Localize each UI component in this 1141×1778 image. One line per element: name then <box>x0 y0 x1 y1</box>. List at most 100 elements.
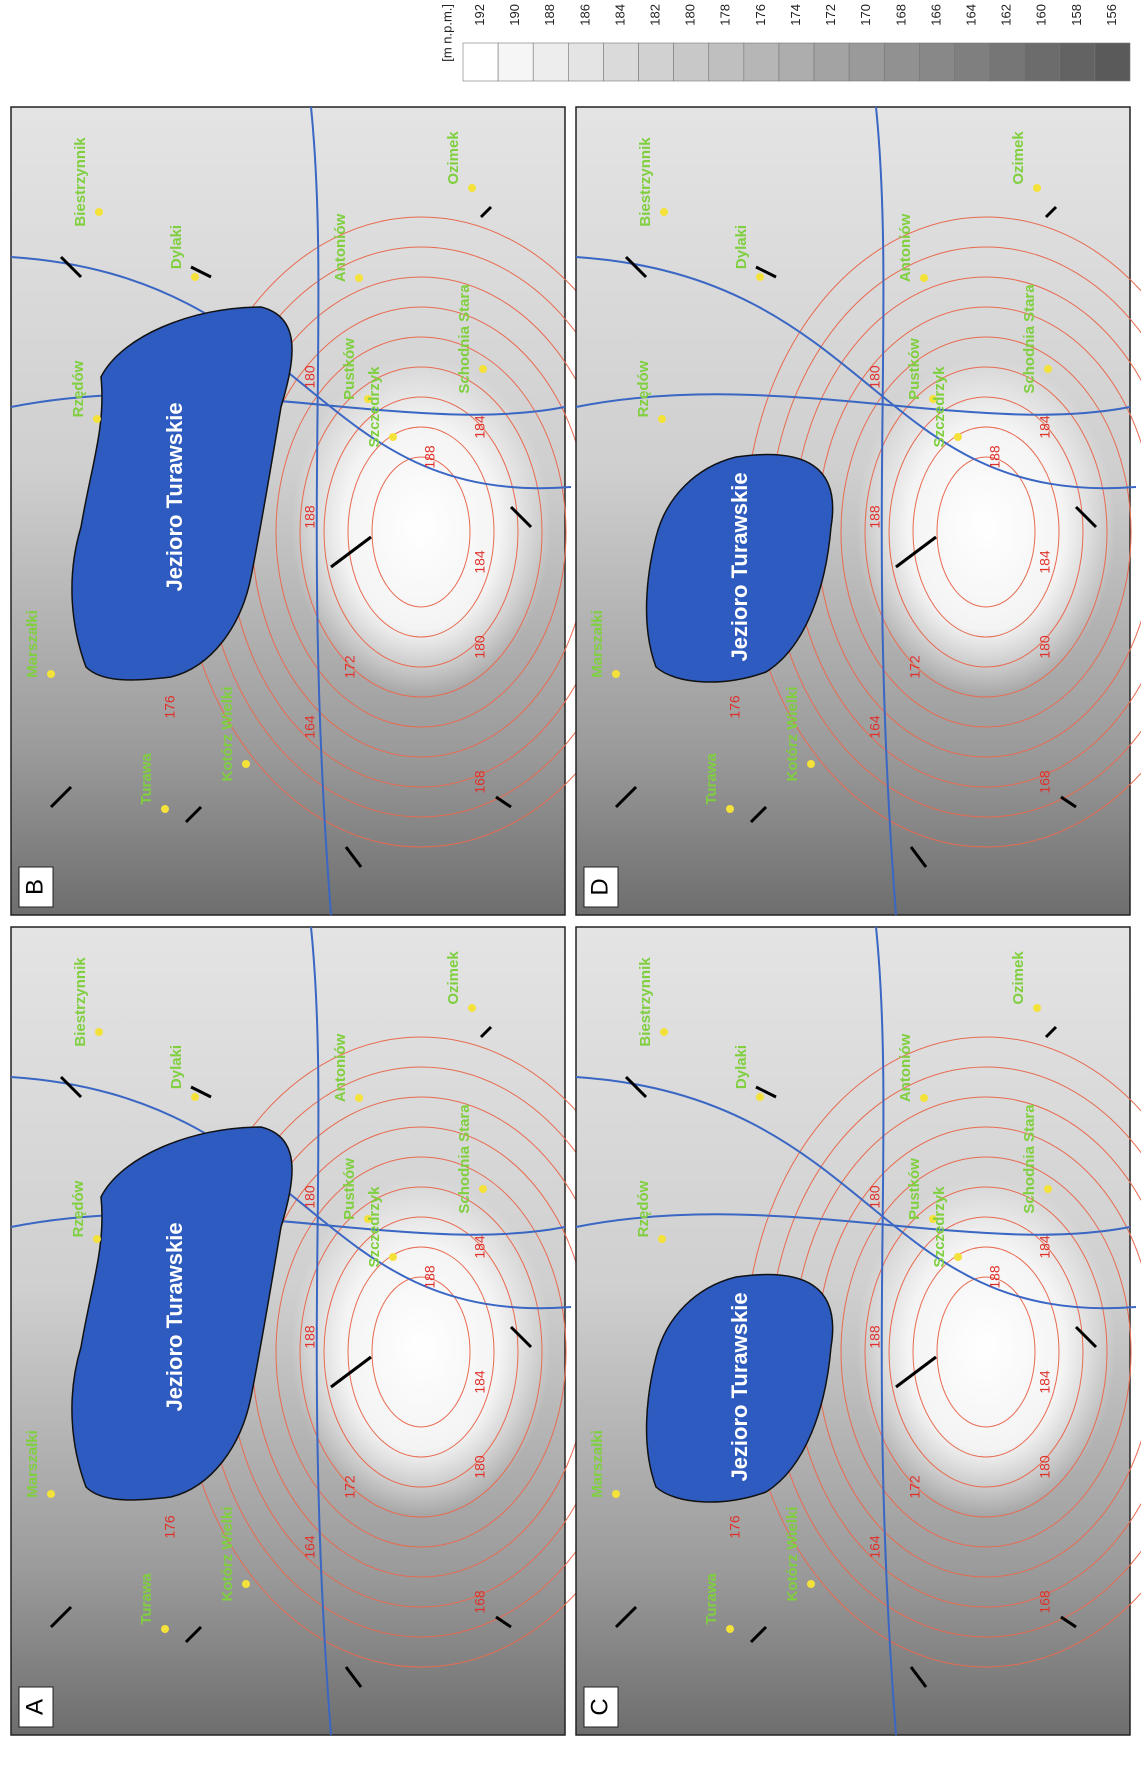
panel-label: D <box>586 878 613 895</box>
legend-cell <box>884 43 919 81</box>
contour-label: 168 <box>472 1590 488 1614</box>
place-name: Kotórz Wielki <box>784 687 801 782</box>
legend-cell <box>603 43 638 81</box>
well <box>161 805 169 813</box>
legend-cell <box>463 43 498 81</box>
contour-label: 176 <box>727 695 743 719</box>
well <box>1044 1185 1052 1193</box>
legend-cell <box>498 43 533 81</box>
contour-label: 172 <box>342 655 358 679</box>
place-name: Kotórz Wielki <box>784 1507 801 1602</box>
contour-label: 180 <box>472 1455 488 1479</box>
lake-name: Jezioro Turawskie <box>162 1222 187 1411</box>
well <box>1044 365 1052 373</box>
legend-label: 182 <box>648 4 663 26</box>
contour-label: 184 <box>472 1235 488 1259</box>
high-zone <box>291 357 551 697</box>
place-name: Turawa <box>138 753 155 805</box>
place-name: Pustków <box>906 1158 923 1220</box>
place-name: Pustków <box>341 1158 358 1220</box>
contour-label: 184 <box>472 550 488 574</box>
figure: [m n.p.m.]192190188186184182180178176174… <box>0 0 1141 1778</box>
place-name: Dylaki <box>168 225 185 269</box>
legend-label: 156 <box>1104 4 1119 26</box>
well <box>47 670 55 678</box>
legend-cell <box>639 43 674 81</box>
well <box>389 1253 397 1261</box>
legend-cell <box>779 43 814 81</box>
well <box>1033 1004 1041 1012</box>
contour-label: 188 <box>302 505 318 529</box>
place-name: Rzędów <box>70 1180 87 1237</box>
contour-label: 172 <box>907 1475 923 1499</box>
panel-label: A <box>21 1699 48 1715</box>
place-name: Rzędów <box>635 360 652 417</box>
contour-label: 188 <box>987 1265 1003 1289</box>
contour-label: 180 <box>302 1185 318 1209</box>
contour-label: 184 <box>1037 415 1053 439</box>
well <box>726 1625 734 1633</box>
lake-name: Jezioro Turawskie <box>727 472 752 661</box>
well <box>242 760 250 768</box>
contour-label: 188 <box>867 1325 883 1349</box>
legend-label: 172 <box>823 4 838 26</box>
contour-label: 180 <box>867 1185 883 1209</box>
well <box>161 1625 169 1633</box>
legend-cell <box>1095 43 1130 81</box>
place-name: Marszałki <box>24 1430 41 1498</box>
well <box>658 415 666 423</box>
well <box>468 184 476 192</box>
contour-label: 172 <box>907 655 923 679</box>
well <box>756 273 764 281</box>
contour-label: 180 <box>1037 635 1053 659</box>
place-name: Kotórz Wielki <box>219 1507 236 1602</box>
well <box>355 1094 363 1102</box>
place-name: Rzędów <box>70 360 87 417</box>
place-name: Szczedrzyk <box>931 366 948 448</box>
well <box>191 273 199 281</box>
place-name: Antoniów <box>897 1034 914 1103</box>
high-zone <box>856 1177 1116 1517</box>
well <box>479 1185 487 1193</box>
legend-cell <box>1060 43 1095 81</box>
legend-label: 168 <box>893 4 908 26</box>
well <box>191 1093 199 1101</box>
contour-label: 176 <box>727 1515 743 1539</box>
legend-label: 164 <box>963 4 978 26</box>
place-name: Turawa <box>138 1573 155 1625</box>
well <box>468 1004 476 1012</box>
legend-label: 158 <box>1069 4 1084 26</box>
contour-label: 184 <box>472 415 488 439</box>
legend-label: 188 <box>542 4 557 26</box>
place-name: Rzędów <box>635 1180 652 1237</box>
place-name: Dylaki <box>733 225 750 269</box>
legend: [m n.p.m.]192190188186184182180178176174… <box>439 4 1130 81</box>
place-name: Ozimek <box>445 951 462 1005</box>
place-name: Schodnia Stara <box>456 1104 473 1214</box>
contour-label: 180 <box>1037 1455 1053 1479</box>
place-name: Ozimek <box>1010 131 1027 185</box>
well <box>95 1028 103 1036</box>
well <box>95 208 103 216</box>
well <box>93 415 101 423</box>
contour-label: 188 <box>867 505 883 529</box>
high-zone <box>291 1177 551 1517</box>
lake-name: Jezioro Turawskie <box>162 402 187 591</box>
contour-label: 184 <box>1037 550 1053 574</box>
contour-label: 164 <box>302 715 318 739</box>
contour-label: 180 <box>472 635 488 659</box>
well <box>756 1093 764 1101</box>
map-panel: Jezioro TurawskieTurawaMarszałkiRzędówDy… <box>11 927 662 1735</box>
well <box>1033 184 1041 192</box>
panel-label: C <box>586 1698 613 1715</box>
place-name: Schodnia Stara <box>1021 284 1038 394</box>
legend-cell <box>674 43 709 81</box>
lake-name: Jezioro Turawskie <box>727 1292 752 1481</box>
place-name: Antoniów <box>332 214 349 283</box>
contour-label: 184 <box>472 1370 488 1394</box>
legend-cell <box>990 43 1025 81</box>
legend-cell <box>568 43 603 81</box>
place-name: Marszałki <box>589 610 606 678</box>
place-name: Marszałki <box>589 1430 606 1498</box>
place-name: Turawa <box>703 753 720 805</box>
